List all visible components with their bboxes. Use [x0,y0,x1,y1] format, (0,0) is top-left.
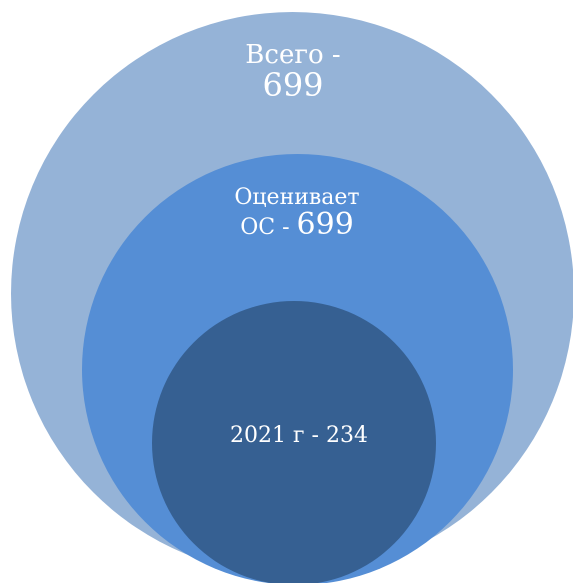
outer-label-line2: 699 [262,66,324,105]
outer-label-line1: Всего - [245,40,341,70]
middle-circle-label: Оценивает ОС - 699 [197,186,397,241]
middle-label-line2: ОС - 699 [197,209,397,241]
outer-circle-label: Всего - 699 [193,40,393,105]
middle-label-line1: Оценивает [234,185,360,210]
middle-label-value: 699 [296,207,354,243]
middle-label-prefix: ОС - [240,215,297,241]
inner-circle-label: 2021 г - 234 [230,423,368,448]
inner-circle [152,301,436,583]
